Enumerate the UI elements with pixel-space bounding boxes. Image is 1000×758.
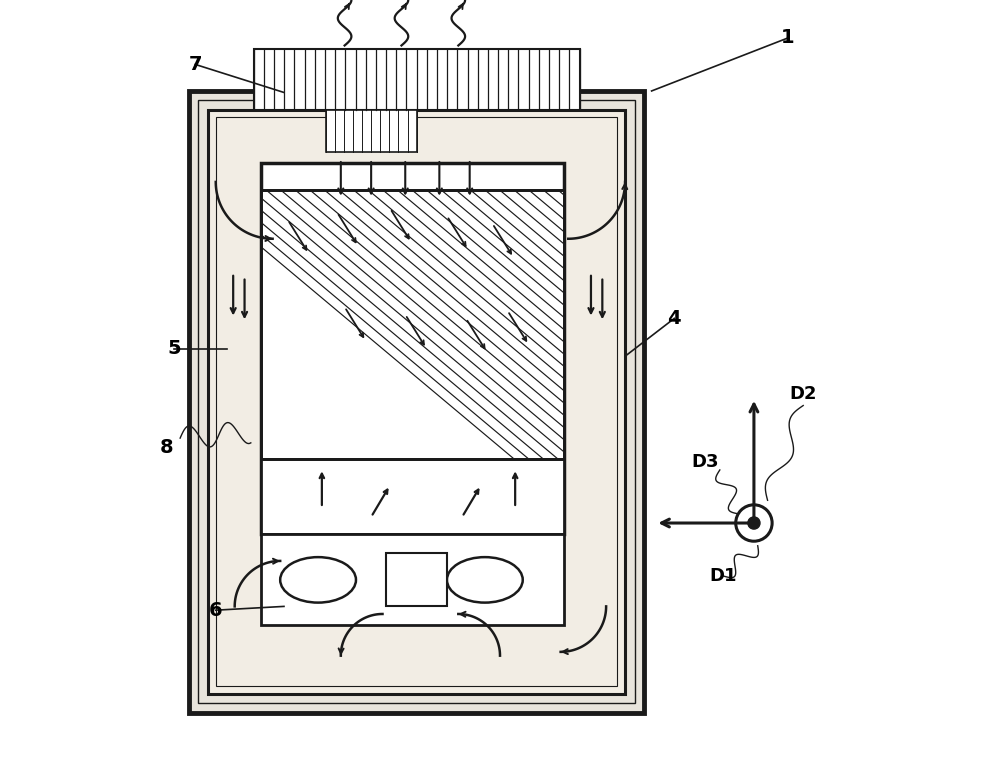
Bar <box>261 190 564 459</box>
Bar <box>386 553 447 606</box>
Text: D2: D2 <box>789 385 817 403</box>
Bar <box>261 163 564 534</box>
Text: D1: D1 <box>710 567 737 585</box>
Bar <box>261 190 564 459</box>
Text: 7: 7 <box>189 55 202 74</box>
Bar <box>216 117 617 686</box>
Ellipse shape <box>280 557 356 603</box>
Bar <box>261 534 564 625</box>
Circle shape <box>748 517 760 529</box>
Circle shape <box>736 505 772 541</box>
Text: 5: 5 <box>167 339 181 359</box>
Text: 8: 8 <box>160 437 173 457</box>
Bar <box>208 110 625 694</box>
Bar <box>261 459 564 534</box>
Text: 4: 4 <box>668 309 681 328</box>
Bar <box>326 110 417 152</box>
Ellipse shape <box>447 557 523 603</box>
Bar <box>189 91 644 713</box>
Text: 1: 1 <box>781 28 795 48</box>
Bar <box>254 49 580 110</box>
Text: 6: 6 <box>209 600 223 620</box>
Text: D3: D3 <box>691 453 718 471</box>
Bar <box>198 100 635 703</box>
